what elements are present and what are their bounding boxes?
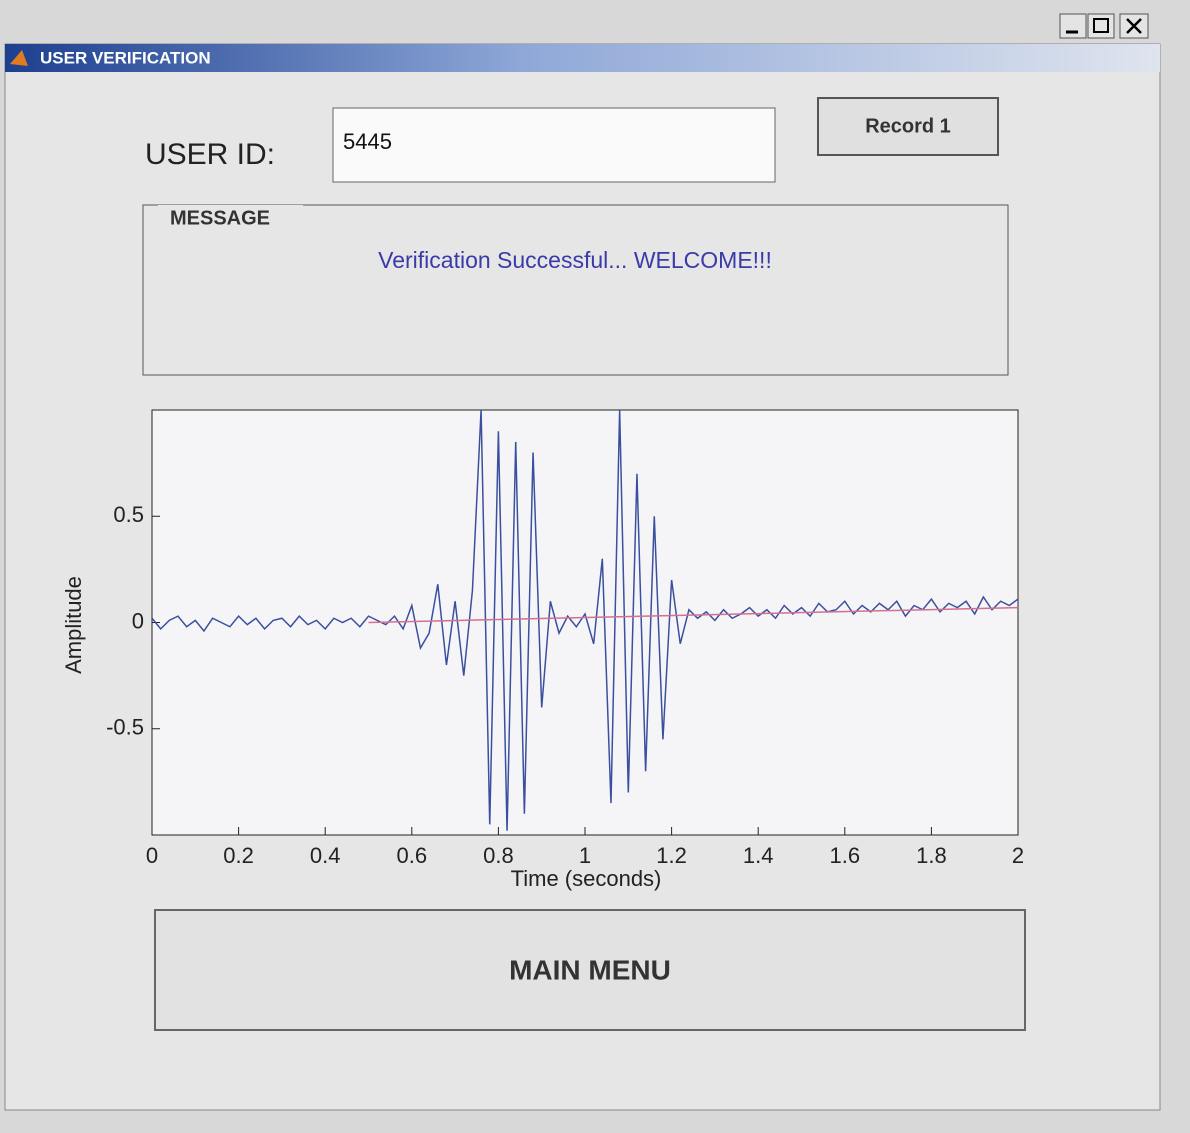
minimize-button[interactable] [1060, 14, 1086, 38]
x-tick-label: 2 [1012, 843, 1024, 868]
x-tick-label: 0.4 [310, 843, 341, 868]
page: USER VERIFICATION USER ID: 5445 Record 1… [0, 0, 1190, 1133]
x-tick-label: 0 [146, 843, 158, 868]
user-id-value: 5445 [343, 129, 392, 154]
message-text: Verification Successful... WELCOME!!! [378, 247, 772, 273]
x-tick-label: 1.8 [916, 843, 947, 868]
x-tick-label: 0.6 [397, 843, 428, 868]
maximize-button[interactable] [1088, 14, 1114, 38]
message-title: MESSAGE [170, 207, 270, 229]
window-controls[interactable] [1060, 14, 1148, 38]
x-tick-label: 0.2 [223, 843, 254, 868]
x-tick-label: 1.4 [743, 843, 774, 868]
x-tick-label: 0.8 [483, 843, 514, 868]
x-axis-label: Time (seconds) [511, 866, 662, 891]
y-tick-label: 0.5 [113, 502, 144, 527]
record-button-label[interactable]: Record 1 [865, 115, 951, 137]
user-id-input[interactable] [333, 108, 775, 182]
main-menu-label[interactable]: MAIN MENU [509, 954, 671, 985]
y-axis-label: Amplitude [61, 576, 86, 674]
y-tick-label: 0 [132, 608, 144, 633]
plot-area [152, 410, 1018, 835]
x-tick-label: 1.6 [830, 843, 861, 868]
x-tick-label: 1.2 [656, 843, 687, 868]
window-title: USER VERIFICATION [40, 48, 211, 67]
window: USER VERIFICATION USER ID: 5445 Record 1… [0, 0, 1190, 1133]
user-id-label: USER ID: [145, 138, 275, 171]
y-tick-label: -0.5 [106, 715, 144, 740]
x-tick-label: 1 [579, 843, 591, 868]
